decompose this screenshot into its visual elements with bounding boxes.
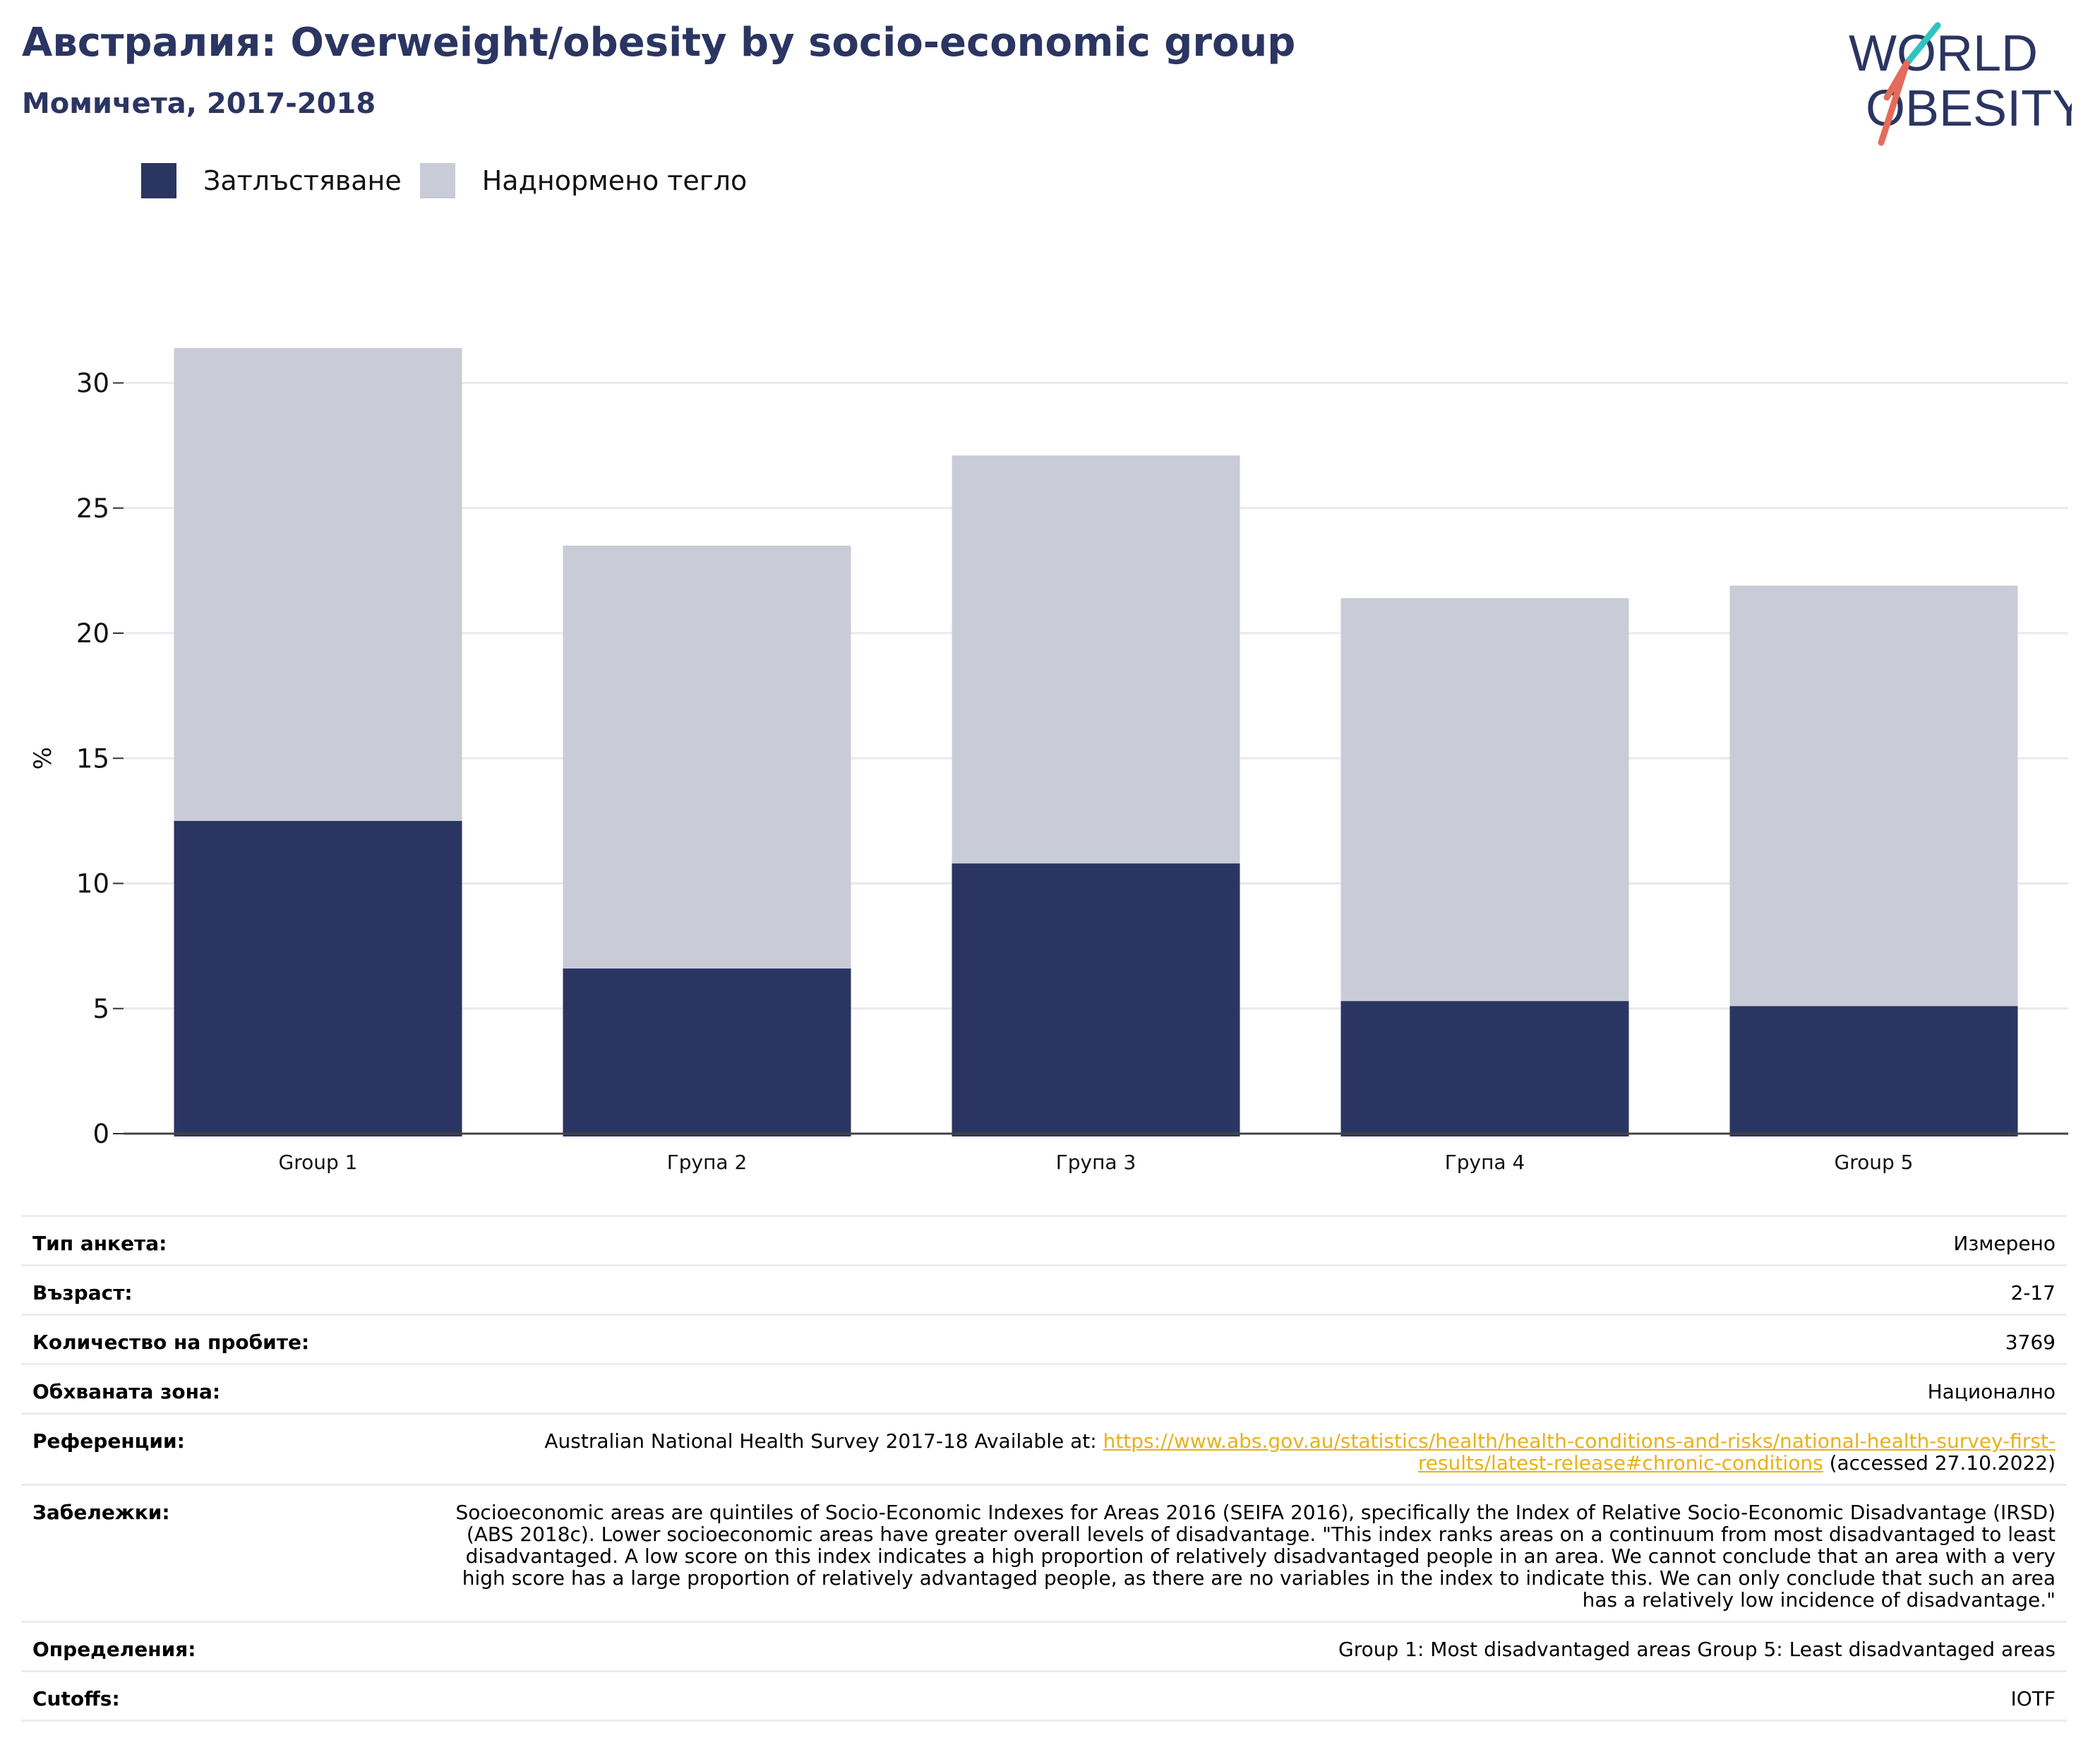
world-obesity-logo: WORLD OBESITY (1849, 22, 2072, 146)
meta-value: Socioeconomic areas are quintiles of Soc… (455, 1501, 2056, 1612)
logo-slash-tail (1878, 60, 1910, 146)
x-tick-label: Група 3 (1056, 1151, 1136, 1174)
meta-value: Национално (1927, 1380, 2056, 1403)
meta-value: Измерено (1953, 1232, 2056, 1255)
legend-label-obesity: Затлъстяване (203, 165, 402, 196)
meta-row: Тип анкета: Измерено (21, 1215, 2067, 1264)
meta-label: Cutoffs: (32, 1687, 120, 1710)
meta-value: IOTF (2010, 1687, 2056, 1710)
x-tick-label: Група 2 (667, 1151, 748, 1174)
chart-legend: Затлъстяване Наднормено тегло (141, 161, 750, 200)
meta-value: 3769 (2005, 1331, 2056, 1354)
y-tick-label: 25 (76, 493, 109, 524)
bar-overweight (174, 347, 462, 821)
bar-obesity (1729, 1006, 2018, 1136)
x-tick-label: Group 5 (1835, 1151, 1914, 1174)
bar-obesity (174, 820, 462, 1136)
y-tick-label: 30 (76, 368, 109, 399)
reference-accessed: (accessed 27.10.2022) (1823, 1451, 2056, 1475)
x-tick-label: Group 1 (279, 1151, 358, 1174)
page-subtitle: Момичета, 2017-2018 (22, 88, 376, 120)
y-tick-label: 20 (76, 618, 109, 649)
legend-label-overweight: Наднормено тегло (481, 165, 748, 196)
meta-row: Забележки: Socioeconomic areas are quinti… (21, 1484, 2067, 1621)
meta-label: Забележки: (32, 1501, 170, 1524)
page-title: Австралия: Overweight/obesity by socio-e… (22, 20, 1296, 66)
logo-line1: WORLD (1849, 25, 2038, 82)
meta-label: Референции: (32, 1429, 185, 1453)
stacked-bar-chart: 0 5 10 15 20 25 30% Group 1 Група 2 Група 3 Група … (29, 347, 2068, 1174)
meta-row: Количество на пробите: 3769 (21, 1314, 2067, 1363)
meta-row: Определения: Group 1: Most disadvantaged … (21, 1621, 2067, 1670)
meta-value: Australian National Health Survey 2017-1… (432, 1430, 2056, 1474)
meta-label: Количество на пробите: (32, 1331, 310, 1354)
meta-label: Определения: (32, 1638, 196, 1661)
meta-value: 2-17 (2010, 1281, 2056, 1304)
reference-link[interactable]: https://www.abs.gov.au/statistics/health… (1103, 1429, 2056, 1475)
legend-swatch-obesity (141, 163, 176, 198)
y-tick-label: 15 (76, 743, 109, 774)
meta-row: Възраст: 2-17 (21, 1264, 2067, 1314)
reference-text: Australian National Health Survey 2017-1… (544, 1429, 1103, 1453)
meta-row: Обхваната зона: Национално (21, 1363, 2067, 1412)
bar-obesity (1340, 1001, 1629, 1136)
bar-obesity (952, 863, 1240, 1136)
y-tick-label: 10 (76, 869, 109, 899)
meta-label: Тип анкета: (32, 1232, 167, 1255)
y-tick-label: 0 (92, 1119, 109, 1149)
legend-item-obesity[interactable]: Затлъстяване (141, 163, 402, 198)
legend-item-overweight[interactable]: Наднормено тегло (419, 163, 748, 198)
bar-overweight (563, 545, 851, 969)
bar-obesity (563, 968, 851, 1136)
logo-slash-top (1903, 22, 1941, 67)
bar-overweight (952, 455, 1240, 864)
bar-overweight (1729, 585, 2018, 1007)
survey-details-table: Тип анкета: Измерено Възраст: 2-17 Количеств… (21, 1215, 2067, 1722)
bar-overweight (1340, 598, 1629, 1002)
y-axis-label: % (29, 747, 57, 769)
x-tick-label: Група 4 (1445, 1151, 1525, 1174)
y-tick-label: 5 (92, 994, 109, 1024)
meta-label: Обхваната зона: (32, 1380, 221, 1403)
meta-row: Cutoffs: IOTF (21, 1670, 2067, 1722)
meta-label: Възраст: (32, 1281, 133, 1304)
meta-row: Референции: Australian National Health Su… (21, 1412, 2067, 1484)
meta-value: Group 1: Most disadvantaged areas Group … (1338, 1638, 2056, 1661)
legend-swatch-overweight (419, 163, 455, 198)
